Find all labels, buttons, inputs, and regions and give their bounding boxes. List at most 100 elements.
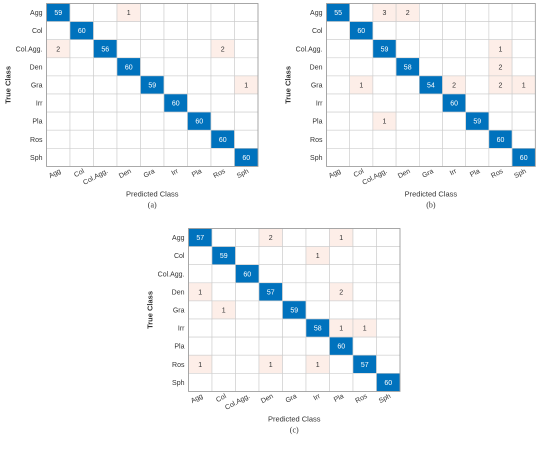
y-tick-label: Den — [172, 289, 185, 296]
matrix-cell — [163, 21, 188, 41]
x-tick-label: Pla — [469, 168, 481, 179]
y-tick-label: Sph — [30, 155, 43, 162]
y-tick-label: Irr — [36, 101, 43, 108]
cell-value-label: 59 — [473, 119, 481, 126]
matrix-cell — [140, 93, 165, 113]
cell-value-label: 60 — [78, 28, 86, 35]
matrix-cell — [188, 300, 213, 320]
matrix-cell — [418, 111, 443, 131]
matrix-cell — [376, 300, 401, 320]
matrix-cell — [282, 264, 307, 284]
matrix-cell — [140, 39, 165, 59]
cell-value-label: 57 — [196, 235, 204, 242]
matrix-cell — [349, 57, 374, 77]
x-tick-label: Pla — [333, 393, 345, 404]
matrix-cell — [234, 3, 259, 22]
matrix-cell — [352, 300, 377, 320]
matrix-cell — [395, 75, 420, 95]
matrix-cell — [349, 111, 374, 131]
matrix-cell — [488, 148, 513, 167]
matrix-cell — [326, 148, 351, 167]
matrix-cell — [418, 21, 443, 41]
matrix-cell — [210, 93, 235, 113]
cell-value-label: 60 — [450, 101, 458, 108]
matrix-cell — [187, 21, 212, 41]
matrix-cell — [376, 318, 401, 338]
matrix-cell — [395, 93, 420, 113]
y-tick-label: Ros — [30, 137, 43, 144]
matrix-cell — [349, 148, 374, 167]
matrix-cell — [69, 93, 94, 113]
matrix-cell — [488, 21, 513, 41]
matrix-cell — [465, 148, 490, 167]
cell-value-label: 55 — [334, 10, 342, 17]
matrix-cell — [234, 57, 259, 77]
matrix-cell — [305, 372, 330, 392]
cell-value-label: 58 — [404, 64, 412, 71]
cell-value-label: 2 — [499, 64, 503, 71]
cell-value-label: 56 — [101, 46, 109, 53]
y-axis-label: True Class — [146, 291, 155, 329]
matrix-cell — [69, 75, 94, 95]
matrix-cell — [349, 129, 374, 149]
y-axis-label: True Class — [284, 66, 293, 104]
matrix-cell — [234, 111, 259, 131]
matrix-cell — [258, 336, 283, 356]
cell-value-label: 60 — [172, 101, 180, 108]
matrix-cell — [93, 148, 118, 167]
matrix-cell — [163, 111, 188, 131]
x-tick-label: Irr — [449, 168, 459, 178]
matrix-frame — [46, 3, 259, 167]
cell-value-label: 1 — [244, 82, 248, 89]
matrix-cell — [395, 111, 420, 131]
matrix-cell — [69, 57, 94, 77]
matrix-cell — [46, 111, 71, 131]
cell-value-label: 60 — [243, 271, 251, 278]
matrix-cell — [329, 354, 354, 374]
matrix-cell — [326, 111, 351, 131]
matrix-cell — [282, 246, 307, 266]
matrix-cell — [352, 228, 377, 247]
cell-value-label: 59 — [220, 253, 228, 260]
matrix-cell — [352, 246, 377, 266]
cell-value-label: 1 — [499, 46, 503, 53]
y-tick-label: Agg — [172, 235, 185, 242]
matrix-cell — [395, 21, 420, 41]
matrix-cell — [352, 282, 377, 302]
matrix-cell — [46, 57, 71, 77]
y-tick-label: Sph — [310, 155, 323, 162]
matrix-cell — [163, 39, 188, 59]
matrix-cell — [258, 264, 283, 284]
matrix-cell — [69, 3, 94, 22]
matrix-cell — [372, 21, 397, 41]
x-tick-label: Agg — [190, 393, 204, 405]
matrix-cell — [188, 318, 213, 338]
x-axis-label: Predicted Class — [405, 189, 458, 198]
x-tick-label: Den — [397, 168, 412, 180]
y-tick-label: Irr — [178, 326, 185, 333]
matrix-cell — [116, 148, 141, 167]
cell-value-label: 1 — [198, 289, 202, 296]
matrix-cell — [376, 336, 401, 356]
matrix-cell — [442, 57, 467, 77]
matrix-cell — [69, 129, 94, 149]
matrix-cell — [188, 246, 213, 266]
matrix-cell — [69, 39, 94, 59]
matrix-cell — [210, 21, 235, 41]
y-tick-label: Agg — [30, 10, 43, 17]
matrix-cell — [442, 21, 467, 41]
matrix-cell — [511, 21, 536, 41]
matrix-cell — [46, 148, 71, 167]
cell-value-label: 60 — [337, 344, 345, 351]
cell-value-label: 1 — [222, 307, 226, 314]
matrix-cell — [326, 93, 351, 113]
matrix-cell — [372, 57, 397, 77]
cell-value-label: 54 — [427, 82, 435, 89]
cell-value-label: 2 — [406, 10, 410, 17]
matrix-cell — [234, 39, 259, 59]
matrix-cell — [258, 300, 283, 320]
matrix-cell — [116, 93, 141, 113]
